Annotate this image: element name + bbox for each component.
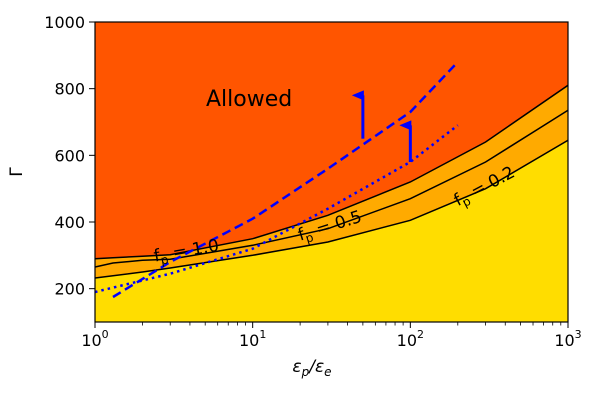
- y-tick-label: 600: [54, 146, 85, 165]
- x-tick-label: 102: [397, 328, 424, 350]
- y-axis-label: Γ: [7, 167, 27, 177]
- x-tick-label: 100: [81, 328, 108, 350]
- plot-frame: [94, 21, 569, 323]
- y-tick-label: 200: [54, 280, 85, 299]
- y-tick-label: 800: [54, 80, 85, 99]
- contour-line-fp-1.0: [95, 84, 568, 260]
- contour-line-fp-0.5: [95, 109, 568, 268]
- x-axis-label: εp/εe: [292, 357, 331, 379]
- x-tick-label: 103: [554, 328, 581, 350]
- contour-line-fp-0.2: [95, 139, 568, 279]
- dotted-constraint-line: [95, 124, 459, 294]
- y-tick-label: 400: [54, 213, 85, 232]
- region-lower: [95, 140, 568, 322]
- y-tick-label: 1000: [44, 13, 85, 32]
- x-axis: 100 101 102 103: [81, 322, 582, 350]
- y-axis: 200 400 600 800 1000: [44, 13, 95, 299]
- x-tick-label: 101: [239, 328, 266, 350]
- region-label-allowed: Allowed: [206, 87, 292, 112]
